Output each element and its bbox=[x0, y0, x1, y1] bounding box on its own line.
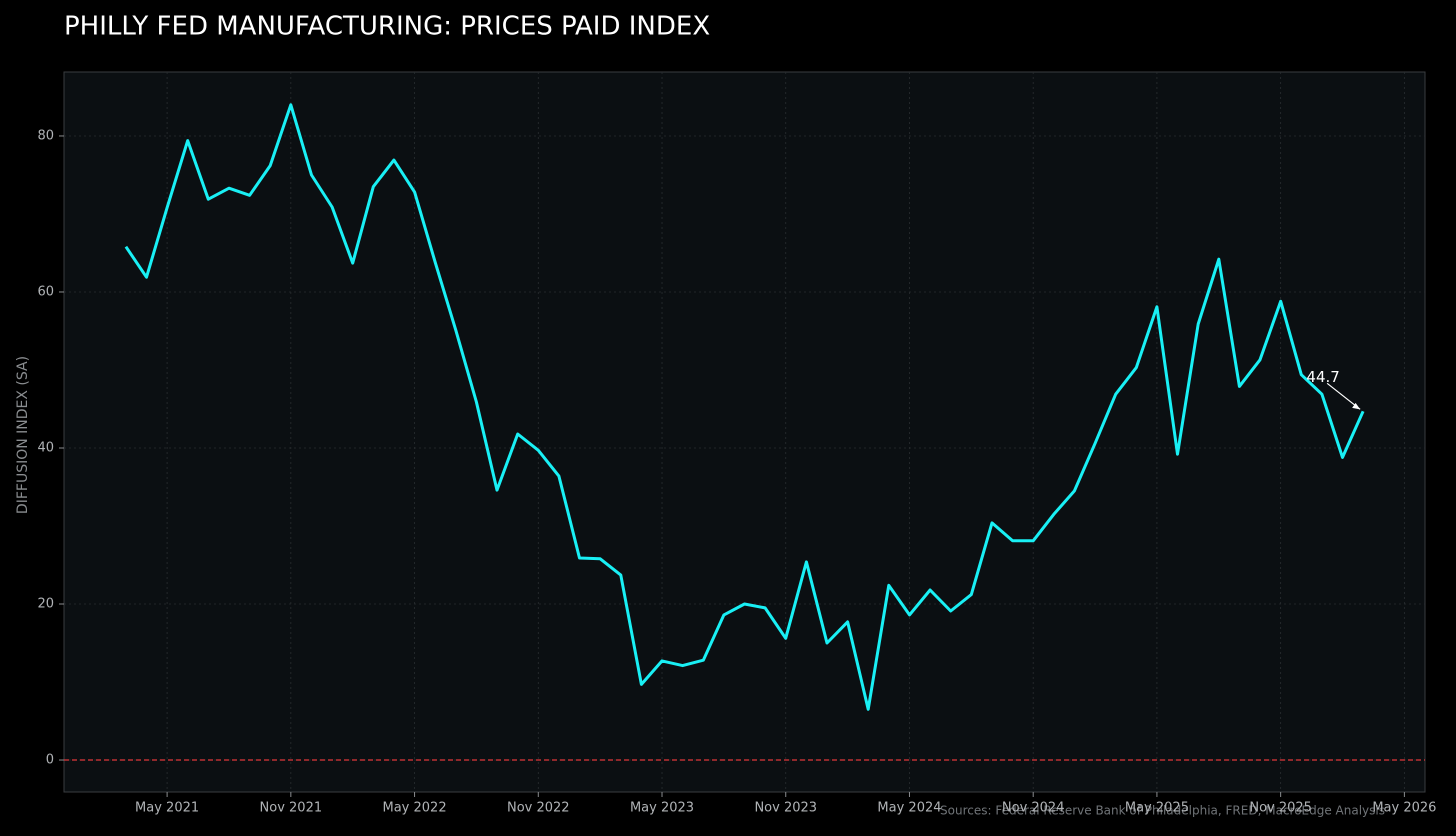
annotation-arrowhead bbox=[1352, 402, 1361, 410]
y-tick-label: 20 bbox=[37, 597, 54, 612]
plot-area bbox=[63, 71, 1426, 793]
y-axis-label: DIFFUSION INDEX (SA) bbox=[15, 356, 31, 514]
x-tick-label: Nov 2021 bbox=[260, 801, 323, 816]
x-tick-label: Nov 2024 bbox=[1002, 801, 1065, 816]
y-tick-label: 60 bbox=[37, 284, 54, 299]
x-tick-label: May 2021 bbox=[135, 801, 199, 816]
x-tick-label: Nov 2023 bbox=[754, 801, 817, 816]
annotation: 44.7 bbox=[1306, 368, 1339, 386]
x-tick-label: Nov 2022 bbox=[507, 801, 570, 816]
x-tick-label: Nov 2025 bbox=[1249, 801, 1312, 816]
y-tick-label: 40 bbox=[37, 440, 54, 455]
y-tick-label: 80 bbox=[37, 128, 54, 143]
x-tick-label: May 2022 bbox=[383, 801, 447, 816]
y-tick-label: 0 bbox=[46, 753, 54, 768]
data-line bbox=[124, 103, 1365, 711]
source-note: Sources: Federal Reserve Bank of Philade… bbox=[940, 804, 1385, 818]
x-tick-label: May 2026 bbox=[1372, 801, 1436, 816]
x-tick-label: May 2025 bbox=[1125, 801, 1189, 816]
x-tick-label: May 2023 bbox=[630, 801, 694, 816]
x-tick-label: May 2024 bbox=[877, 801, 941, 816]
chart-title: PHILLY FED MANUFACTURING: PRICES PAID IN… bbox=[64, 12, 710, 42]
